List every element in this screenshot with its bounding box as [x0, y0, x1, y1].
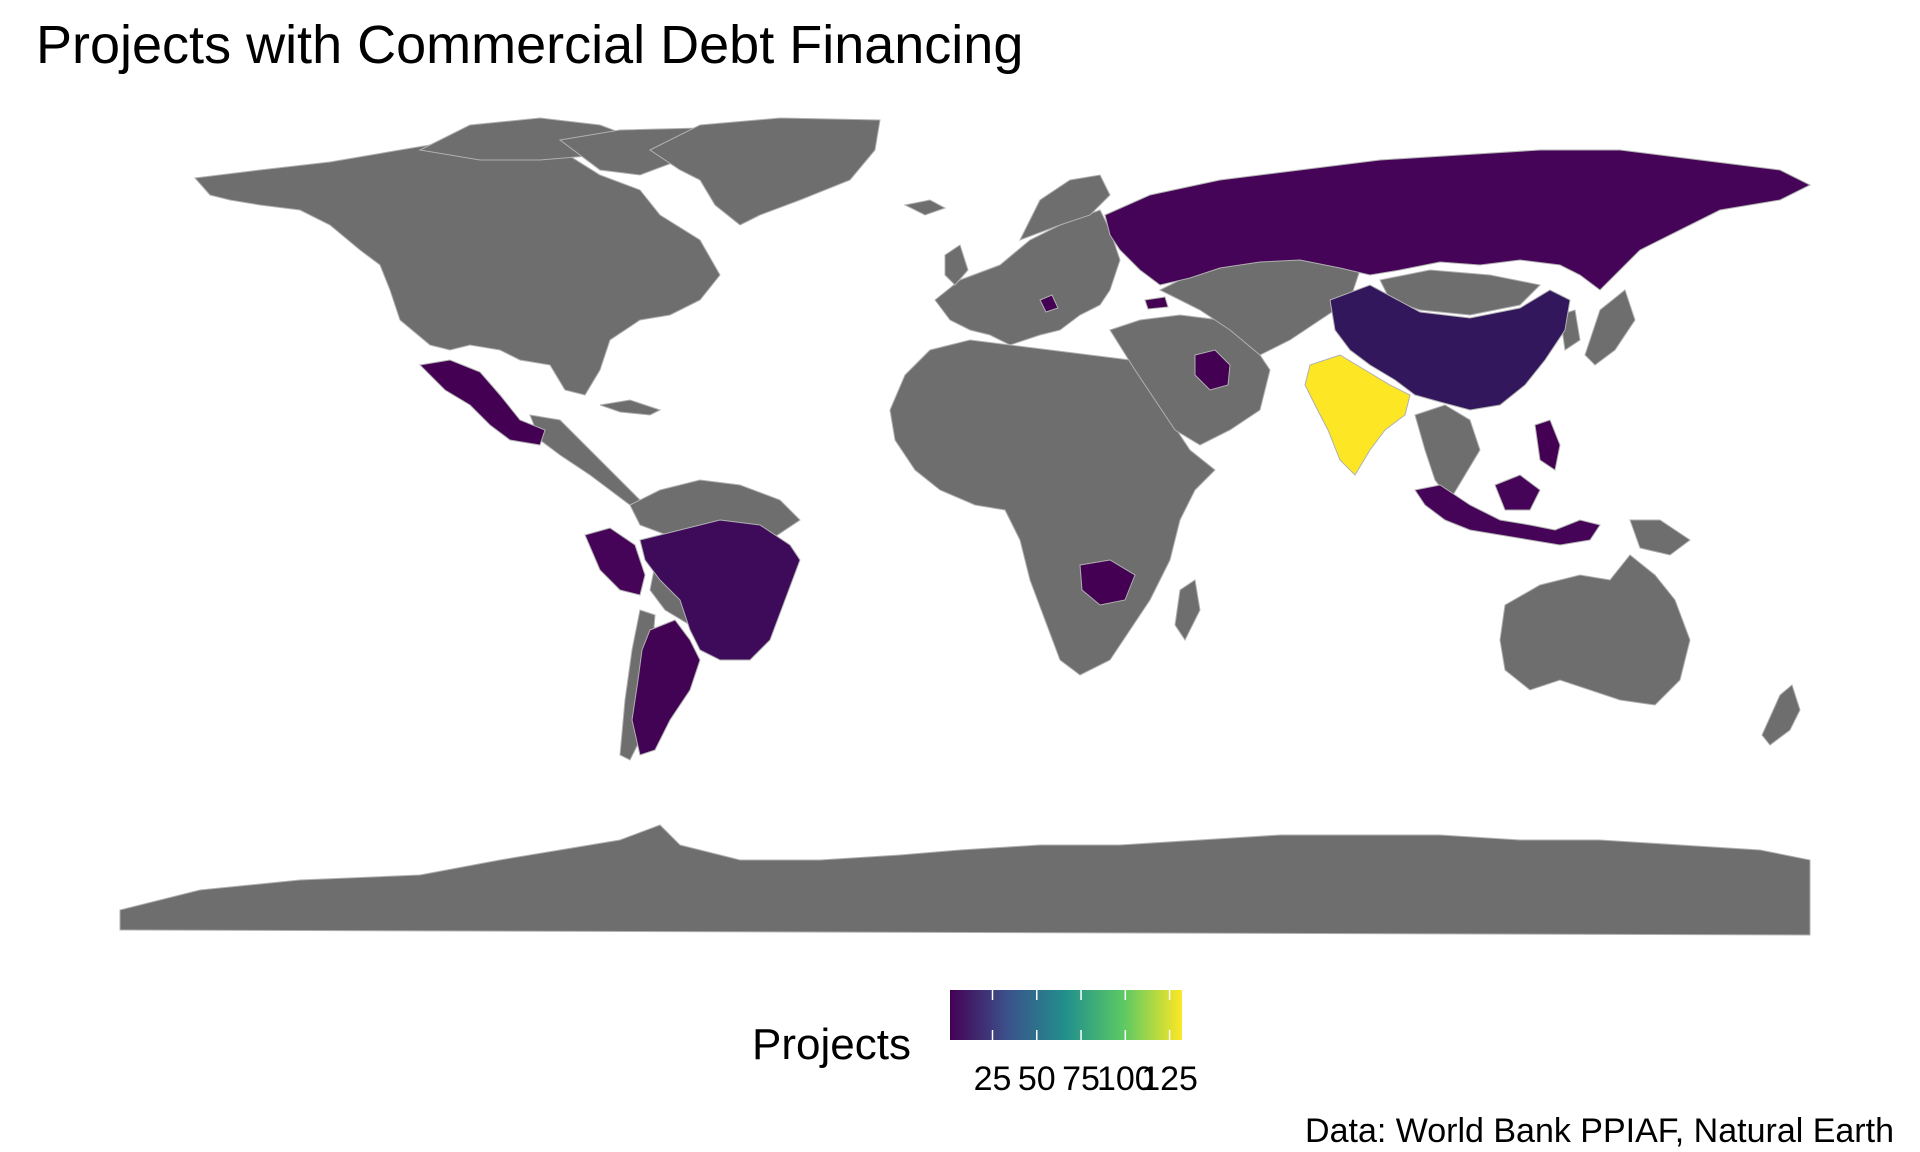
country-indonesia	[1414, 484, 1601, 546]
region-antarctica	[119, 824, 1811, 936]
region-new-zealand	[1761, 684, 1801, 746]
region-madagascar	[1174, 579, 1201, 641]
legend-tick-label: 75	[1062, 1060, 1100, 1098]
country-zambia	[1079, 559, 1136, 606]
country-russia	[1104, 149, 1812, 291]
region-southeast-asia	[1414, 404, 1481, 501]
country-china	[1329, 284, 1571, 411]
region-iceland	[903, 199, 947, 216]
region-britain	[944, 244, 969, 286]
region-cuba	[599, 399, 662, 416]
region-scandinavia	[1018, 174, 1111, 241]
region-africa	[889, 339, 1216, 676]
region-central-america	[529, 414, 641, 506]
region-japan	[1584, 289, 1636, 366]
region-greenland	[649, 117, 881, 226]
legend-tick-label: 125	[1141, 1060, 1198, 1098]
country-india	[1304, 354, 1411, 476]
caption: Data: World Bank PPIAF, Natural Earth	[1305, 1112, 1894, 1150]
chart-title: Projects with Commercial Debt Financing	[36, 15, 1024, 75]
legend-colorbar	[950, 990, 1182, 1040]
legend-tick-label: 50	[1017, 1060, 1056, 1098]
country-serbia	[1039, 294, 1059, 313]
country-brazil	[639, 519, 801, 661]
region-europe	[934, 209, 1121, 346]
country-mexico	[418, 359, 546, 446]
region-middle-east	[1109, 314, 1271, 446]
legend-tick-label: 25	[973, 1060, 1012, 1098]
country-iraq	[1194, 349, 1231, 391]
region-australia	[1499, 554, 1691, 706]
country-argentina	[631, 619, 701, 756]
country-georgia	[1144, 296, 1169, 310]
region-new-guinea	[1629, 519, 1691, 556]
legend-tick-label: 100	[1096, 1060, 1154, 1098]
legend-title: Projects	[752, 1020, 911, 1069]
country-peru	[584, 527, 646, 596]
country-philippines	[1534, 419, 1561, 471]
country-borneo	[1494, 474, 1541, 511]
